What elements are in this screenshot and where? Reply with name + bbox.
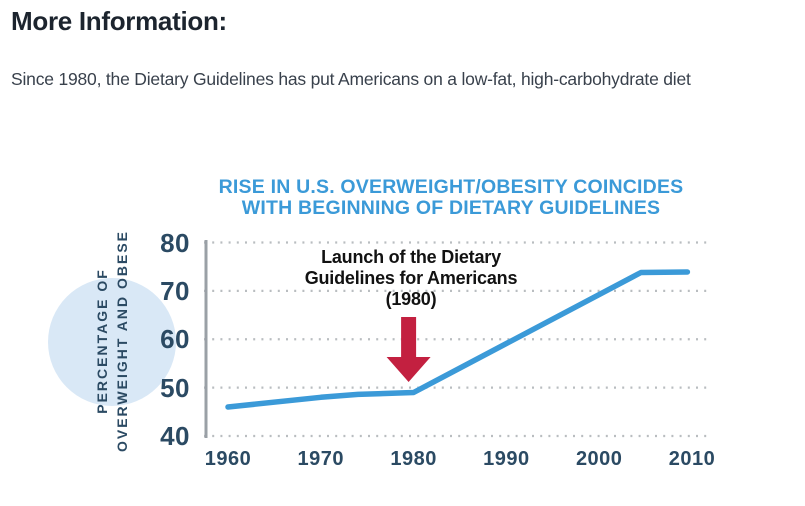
page-title: More Information: [11,6,227,36]
x-tick-label-1970: 1970 [297,448,345,470]
annotation-line3: (1980) [385,289,437,309]
arrow-down-icon [386,317,431,382]
intro-text: Since 1980, the Dietary Guidelines has p… [11,69,691,89]
data-line [225,269,691,410]
y-tick-label-40: 40 [160,421,190,451]
y-tick-label-60: 60 [160,324,190,355]
y-tick-label-80: 80 [160,227,190,258]
x-tick-label-2000: 2000 [575,448,623,470]
decorative-circle [48,278,176,406]
y-axis-label-line1: PERCENTAGE OF [94,268,110,414]
y-tick-label-50: 50 [160,372,190,403]
chart-title-line1: RISE IN U.S. OVERWEIGHT/OBESITY COINCIDE… [218,176,684,198]
x-tick-label-1990: 1990 [483,448,530,470]
chart-title-line2: WITH BEGINNING OF DIETARY GUIDELINES [241,197,661,219]
x-tick-label-2010: 2010 [668,448,716,470]
chart-title: RISE IN U.S. OVERWEIGHT/OBESITY COINCIDE… [151,177,751,219]
annotation: Launch of the Dietary Guidelines for Ame… [261,247,561,310]
annotation-line1: Launch of the Dietary [321,247,501,267]
x-tick-label-1960: 1960 [204,448,252,470]
annotation-line2: Guidelines for Americans [304,268,518,288]
x-tick-label-1980: 1980 [390,448,437,470]
y-tick-label-70: 70 [160,275,190,306]
